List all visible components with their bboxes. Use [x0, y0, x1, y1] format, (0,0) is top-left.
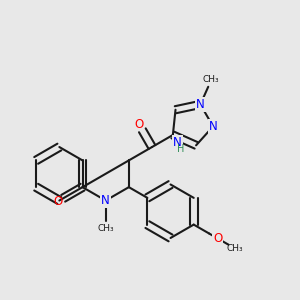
Text: O: O: [53, 195, 62, 208]
Text: H: H: [177, 144, 185, 154]
Text: N: N: [209, 120, 218, 133]
Text: N: N: [196, 98, 205, 111]
Text: CH₃: CH₃: [203, 76, 220, 85]
Text: CH₃: CH₃: [226, 244, 243, 253]
Text: N: N: [173, 136, 182, 149]
Text: N: N: [101, 194, 110, 207]
Text: O: O: [134, 118, 144, 131]
Text: CH₃: CH₃: [98, 224, 114, 233]
Text: O: O: [213, 232, 222, 245]
